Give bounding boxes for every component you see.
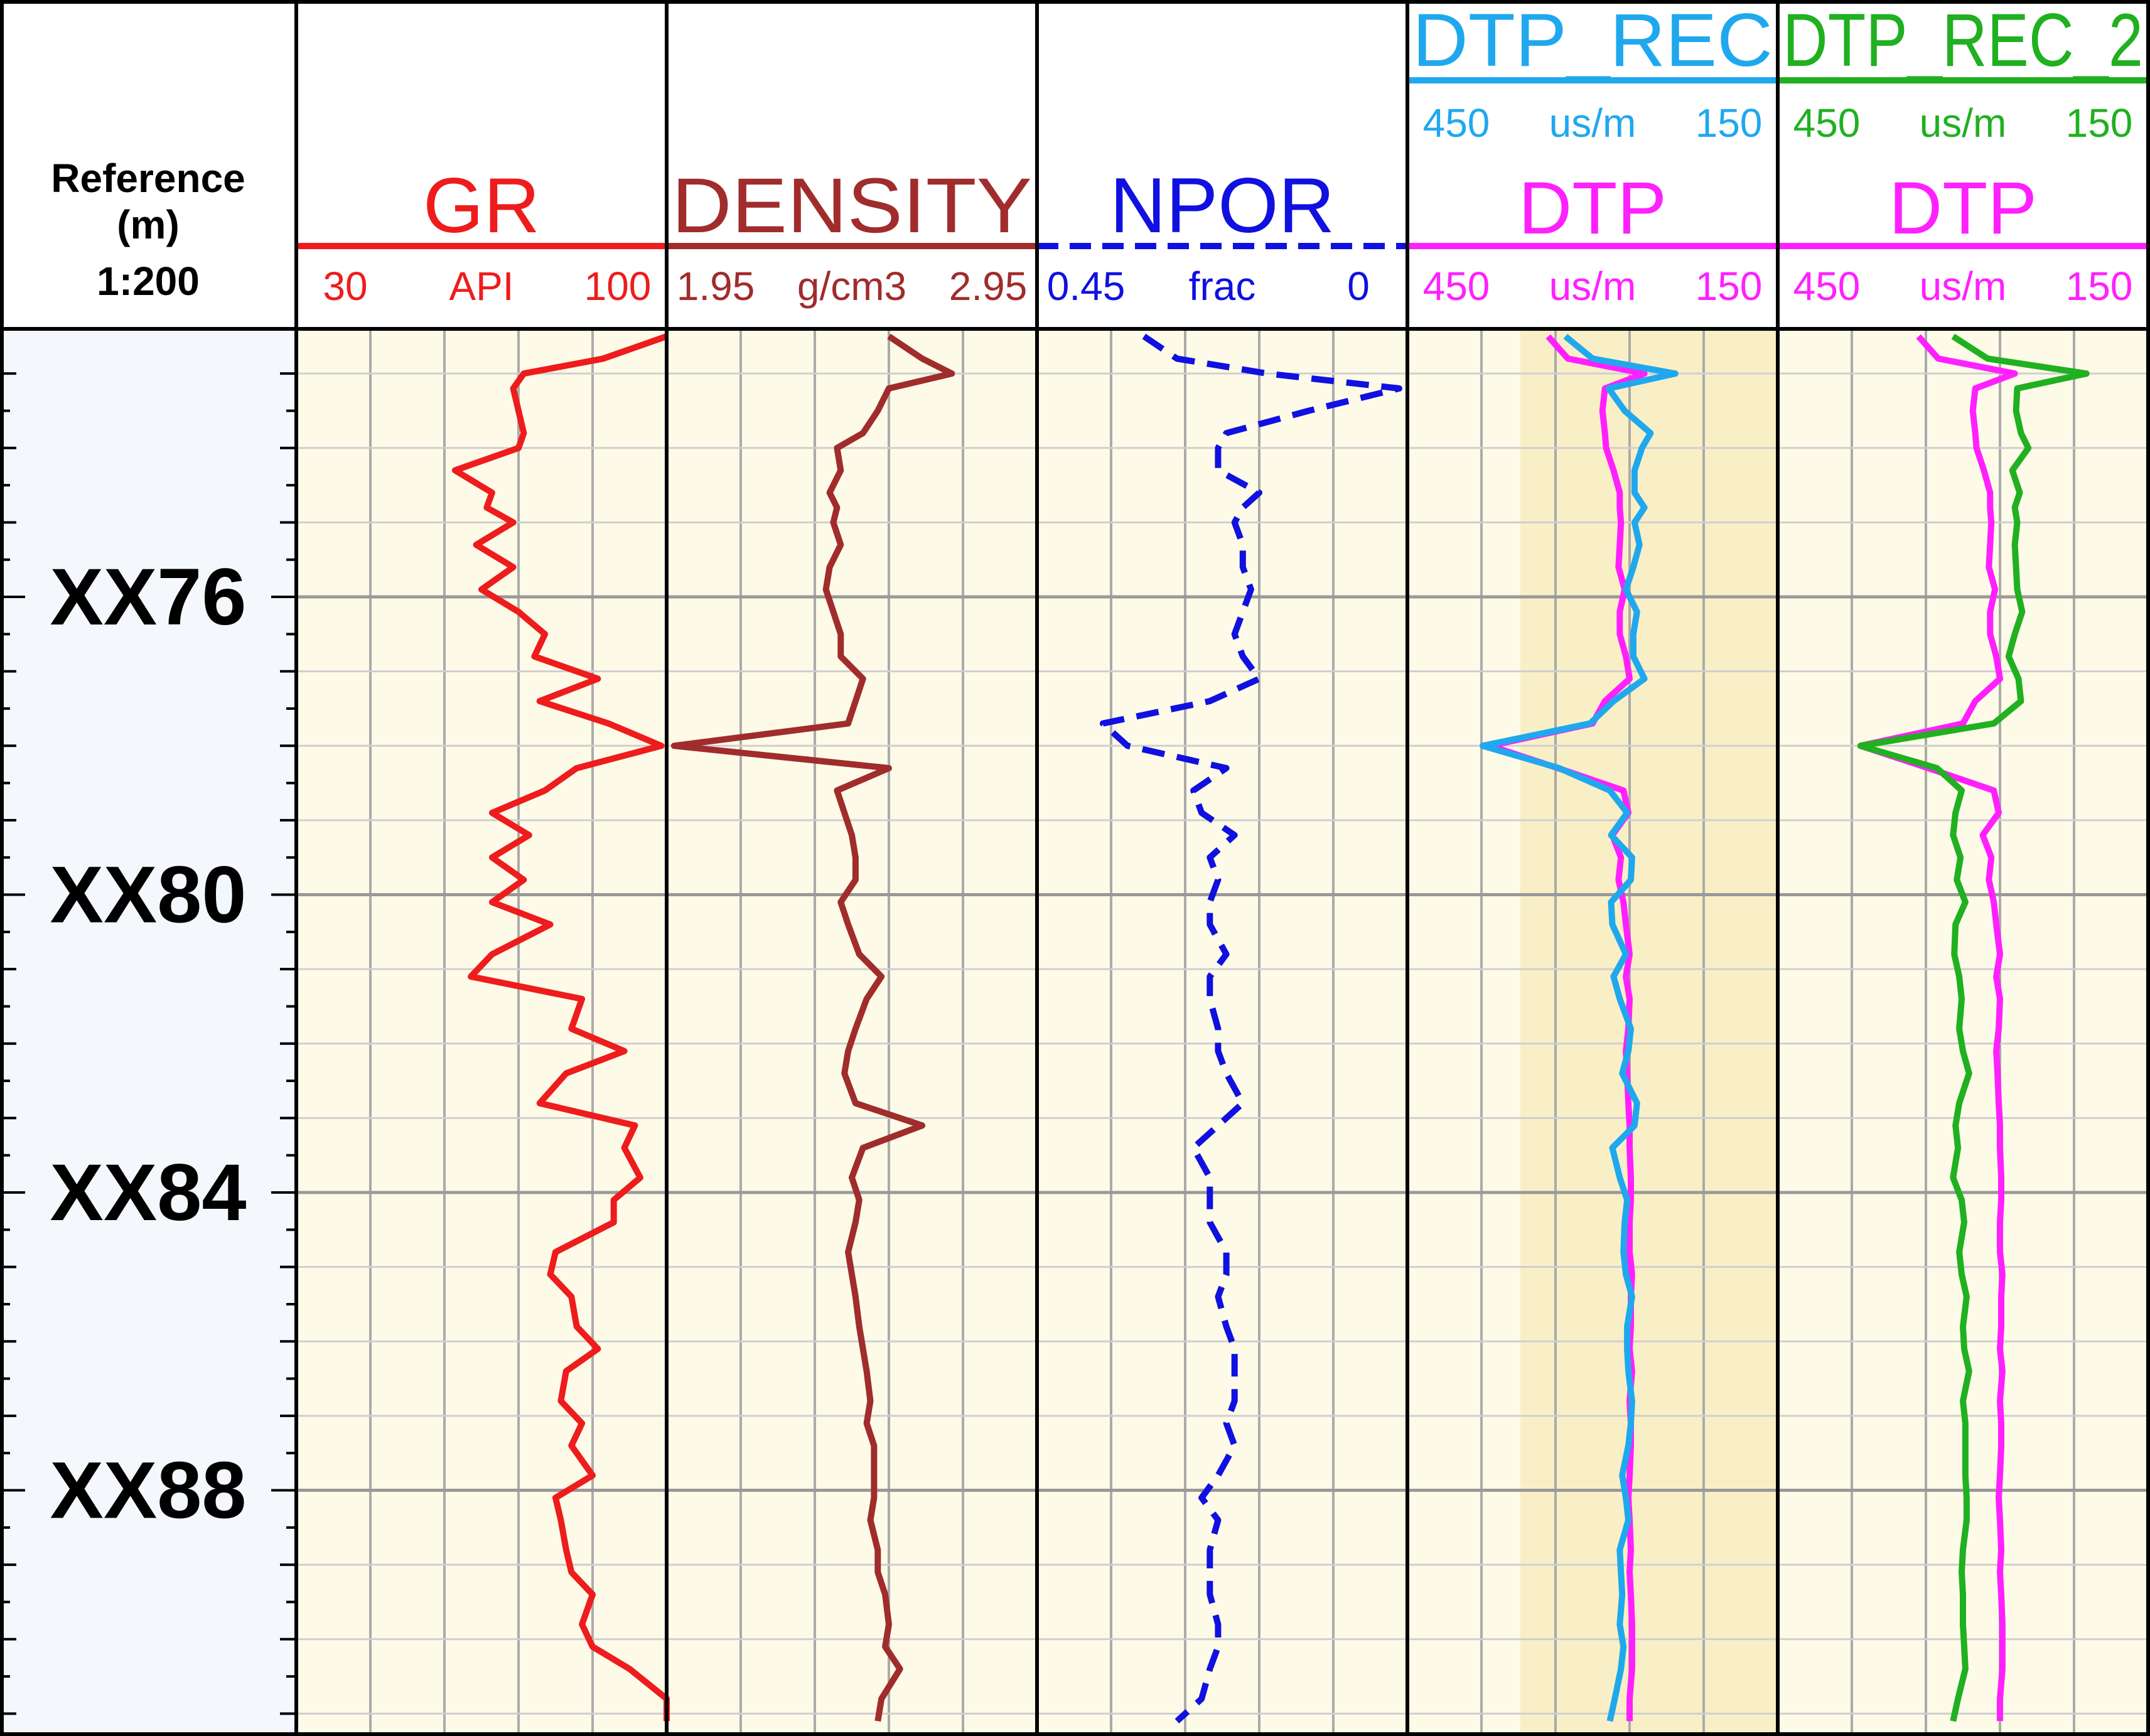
scale-unit-label: us/m (1549, 264, 1637, 309)
scale-unit-label: API (449, 264, 513, 309)
reference-unit: (m) (117, 202, 180, 247)
scale-unit-label: g/cm3 (797, 264, 906, 309)
curve-dtp-rec-2-line (1857, 333, 2090, 1722)
scale-max-label: 150 (1696, 264, 1763, 309)
scale-unit-label: us/m (1549, 100, 1637, 146)
scale-max-label: 2.95 (949, 264, 1028, 309)
curve-dtp-line (1857, 334, 2018, 1722)
scale-unit-label: us/m (1920, 264, 2007, 309)
scale-min-label: 450 (1793, 100, 1861, 146)
reference-title: Reference (51, 156, 245, 201)
depth-label: XX88 (50, 1446, 246, 1536)
curve-npor-line (1099, 333, 1402, 1724)
curve-name-density: DENSITY (672, 163, 1032, 249)
scale-min-label: 450 (1793, 264, 1861, 309)
curve-name-dtp-rec-2: DTP_REC_2 (1783, 0, 2143, 82)
scale-max-label: 150 (2066, 100, 2133, 146)
scale-max-label: 150 (1696, 100, 1763, 146)
curve-density-line (670, 333, 955, 1722)
reference-column-bg (0, 329, 296, 1736)
scale-unit-label: us/m (1920, 100, 2007, 146)
track-3-shade (1520, 329, 1778, 1736)
curve-name-dtp: DTP (1889, 167, 2037, 250)
track-0-bg (296, 329, 667, 1736)
scale-max-label: 100 (584, 264, 652, 309)
curve-name-gr: GR (423, 163, 540, 249)
curve-name-dtp: DTP (1518, 167, 1667, 250)
curve-name-dtp-rec: DTP_REC (1412, 0, 1773, 82)
scale-unit-label: frac (1189, 264, 1256, 309)
scale-max-label: 150 (2066, 264, 2133, 309)
scale-min-label: 0.45 (1047, 264, 1126, 309)
reference-scale: 1:200 (97, 259, 200, 304)
track-2-bg (1037, 329, 1407, 1736)
curve-name-npor: NPOR (1110, 163, 1335, 249)
scale-max-label: 0 (1347, 264, 1370, 309)
scale-min-label: 450 (1423, 100, 1490, 146)
curve-dtp-line (1486, 334, 1648, 1722)
scale-min-label: 30 (323, 264, 367, 309)
scale-min-label: 450 (1423, 264, 1490, 309)
curve-dtp-rec-line (1480, 334, 1679, 1722)
curve-gr-line (451, 333, 670, 1722)
depth-label: XX84 (50, 1148, 246, 1238)
depth-label: XX76 (50, 552, 246, 642)
depth-label: XX80 (50, 850, 246, 940)
scale-min-label: 1.95 (677, 264, 755, 309)
